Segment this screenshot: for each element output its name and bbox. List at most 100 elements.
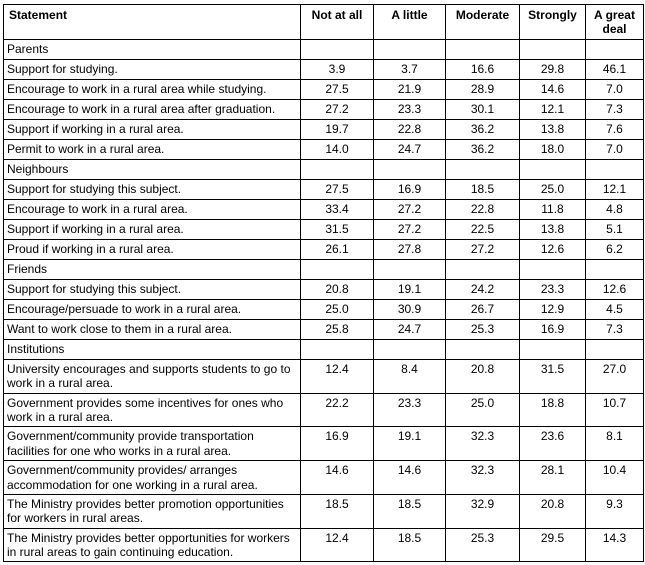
statement-row: Encourage to work in a rural area while …	[3, 78, 644, 100]
value-cell: 25.0	[300, 298, 374, 320]
value-cell: 24.7	[373, 318, 446, 340]
value-cell: 7.6	[585, 118, 644, 140]
empty-cell	[445, 258, 520, 280]
value-cell: 12.1	[519, 98, 586, 120]
statement-row: Government provides some incentives for …	[3, 392, 644, 428]
statement-cell: Want to work close to them in a rural ar…	[3, 318, 301, 340]
value-cell: 19.7	[300, 118, 374, 140]
value-cell: 25.0	[445, 392, 520, 428]
empty-cell	[373, 338, 446, 360]
empty-cell	[300, 258, 374, 280]
value-cell: 18.5	[445, 178, 520, 200]
value-cell: 36.2	[445, 138, 520, 160]
value-cell: 25.3	[445, 527, 520, 563]
statement-row: Support for studying this subject. 27.5 16…	[3, 178, 644, 200]
empty-cell	[519, 158, 586, 180]
value-cell: 5.1	[585, 218, 644, 240]
value-cell: 30.1	[445, 98, 520, 120]
value-cell: 14.3	[585, 527, 644, 563]
value-cell: 18.0	[519, 138, 586, 160]
value-cell: 12.4	[300, 527, 374, 563]
column-header-a-little: A little	[373, 4, 446, 40]
value-cell: 20.8	[300, 278, 374, 300]
statement-row: University encourages and supports stude…	[3, 358, 644, 394]
value-cell: 20.8	[445, 358, 520, 394]
empty-cell	[585, 258, 644, 280]
empty-cell	[519, 338, 586, 360]
value-cell: 24.2	[445, 278, 520, 300]
value-cell: 6.2	[585, 238, 644, 260]
value-cell: 31.5	[300, 218, 374, 240]
value-cell: 26.7	[445, 298, 520, 320]
value-cell: 18.5	[373, 493, 446, 529]
empty-cell	[585, 338, 644, 360]
value-cell: 10.4	[585, 460, 644, 495]
value-cell: 32.9	[445, 493, 520, 529]
statement-cell: Support if working in a rural area.	[3, 118, 301, 140]
value-cell: 26.1	[300, 238, 374, 260]
statement-row: Support if working in a rural area. 19.7 2…	[3, 118, 644, 140]
statement-row: Proud if working in a rural area. 26.1 27.…	[3, 238, 644, 260]
value-cell: 27.2	[300, 98, 374, 120]
empty-cell	[585, 158, 644, 180]
statement-row: Support for studying this subject. 20.8 19…	[3, 278, 644, 300]
value-cell: 22.5	[445, 218, 520, 240]
section-row-institutions: Institutions	[3, 338, 644, 360]
value-cell: 11.8	[519, 198, 586, 220]
empty-cell	[373, 38, 446, 60]
value-cell: 22.8	[373, 118, 446, 140]
value-cell: 31.5	[519, 358, 586, 394]
empty-cell	[373, 258, 446, 280]
statement-row: Government/community provide transportat…	[3, 426, 644, 462]
value-cell: 46.1	[585, 58, 644, 80]
value-cell: 27.8	[373, 238, 446, 260]
section-label: Parents	[3, 38, 301, 60]
statement-row: Support for studying. 3.9 3.7 16.6 29.8 46.1	[3, 58, 644, 80]
value-cell: 13.8	[519, 118, 586, 140]
value-cell: 12.1	[585, 178, 644, 200]
value-cell: 16.9	[300, 426, 374, 462]
value-cell: 7.3	[585, 98, 644, 120]
section-label: Neighbours	[3, 158, 301, 180]
value-cell: 12.4	[300, 358, 374, 394]
value-cell: 19.1	[373, 278, 446, 300]
value-cell: 32.3	[445, 426, 520, 462]
statement-cell: Support for studying.	[3, 58, 301, 80]
value-cell: 23.6	[519, 426, 586, 462]
value-cell: 14.6	[300, 460, 374, 495]
value-cell: 18.5	[373, 527, 446, 563]
value-cell: 30.9	[373, 298, 446, 320]
statement-row: Permit to work in a rural area. 14.0 24.7 3…	[3, 138, 644, 160]
value-cell: 27.2	[445, 238, 520, 260]
empty-cell	[445, 338, 520, 360]
value-cell: 12.6	[585, 278, 644, 300]
value-cell: 14.6	[519, 78, 586, 100]
value-cell: 7.3	[585, 318, 644, 340]
section-row-parents: Parents	[3, 38, 644, 60]
statement-row: Want to work close to them in a rural ar…	[3, 318, 644, 340]
value-cell: 3.9	[300, 58, 374, 80]
statement-row: Encourage to work in a rural area. 33.4 27…	[3, 198, 644, 220]
value-cell: 22.8	[445, 198, 520, 220]
statement-cell: University encourages and supports stude…	[3, 358, 301, 394]
value-cell: 16.9	[373, 178, 446, 200]
column-header-a-great-deal: A great deal	[585, 4, 644, 40]
value-cell: 25.0	[519, 178, 586, 200]
statement-row: The Ministry provides better promotion o…	[3, 493, 644, 529]
statement-row: Encourage/persuade to work in a rural ar…	[3, 298, 644, 320]
empty-cell	[585, 38, 644, 60]
empty-cell	[445, 158, 520, 180]
value-cell: 12.9	[519, 298, 586, 320]
value-cell: 19.1	[373, 426, 446, 462]
value-cell: 20.8	[519, 493, 586, 529]
section-row-neighbours: Neighbours	[3, 158, 644, 180]
statement-cell: Permit to work in a rural area.	[3, 138, 301, 160]
column-header-moderate: Moderate	[445, 4, 520, 40]
column-header-statement: Statement	[3, 4, 301, 40]
statement-row: Government/community provides/ arranges …	[3, 460, 644, 495]
value-cell: 27.5	[300, 78, 374, 100]
empty-cell	[300, 158, 374, 180]
value-cell: 25.8	[300, 318, 374, 340]
value-cell: 32.3	[445, 460, 520, 495]
value-cell: 23.3	[373, 392, 446, 428]
